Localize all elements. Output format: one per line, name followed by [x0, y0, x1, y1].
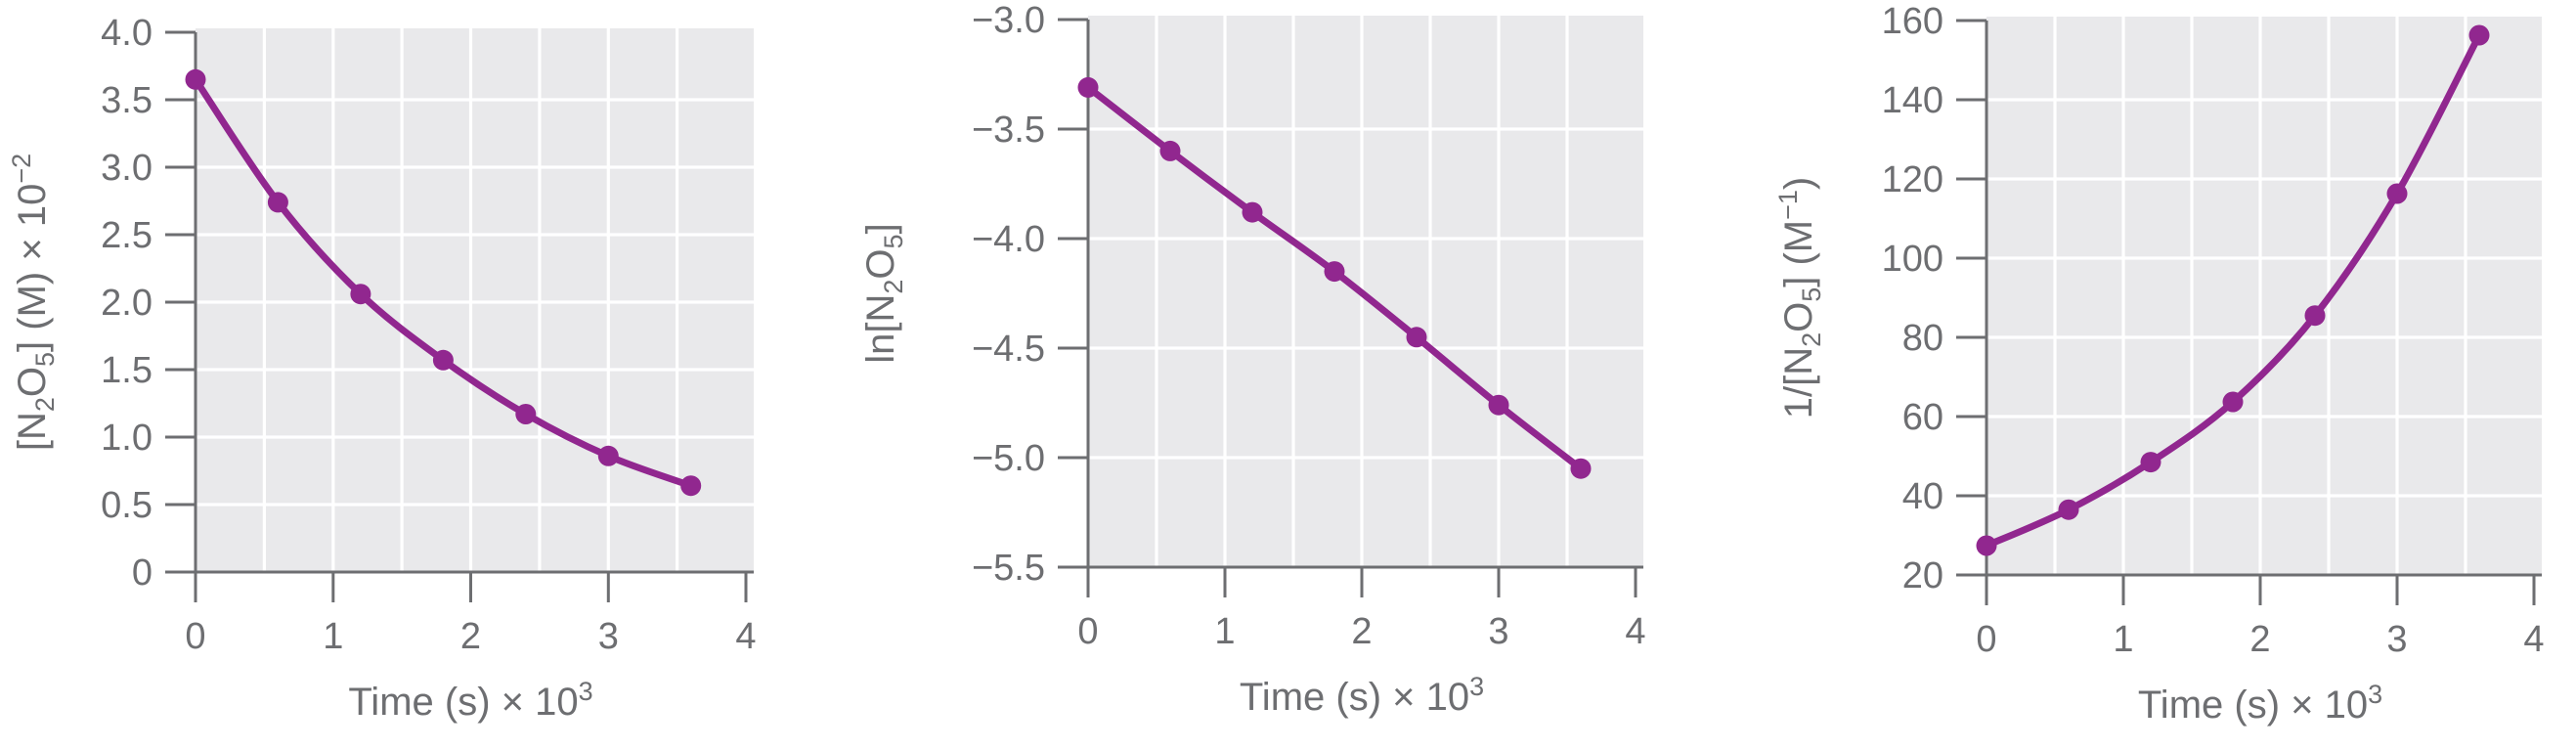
y-tick-label: 3.0 — [101, 148, 153, 189]
y-tick-label: −5.5 — [972, 548, 1045, 589]
x-axis-title: Time (s) × 103 — [348, 677, 592, 724]
x-tick-label: 1 — [323, 616, 343, 657]
y-tick-label: 40 — [1902, 476, 1943, 517]
y-axis-title: 1/[N2O5] (M−1) — [1773, 177, 1826, 419]
plot-area — [1088, 16, 1643, 567]
x-axis-title: Time (s) × 103 — [1240, 672, 1484, 719]
data-point — [1077, 76, 1099, 98]
chart-reciprocal-concentration-vs-time: 160 140 120 100 80 60 40 20 0 1 2 3 4 Time (s) × 103 1… — [1718, 0, 2576, 750]
plot-area — [196, 28, 754, 572]
data-point — [2058, 499, 2079, 520]
y-axis-title: [N2O5] (M) × 10−2 — [7, 154, 60, 451]
x-tick-label: 4 — [735, 616, 756, 657]
data-point — [680, 475, 702, 497]
x-tick-label: 2 — [2249, 619, 2270, 660]
data-point — [2140, 452, 2161, 473]
data-point — [350, 284, 371, 305]
y-tick-label: −3.0 — [972, 0, 1045, 41]
data-point — [1242, 201, 1263, 223]
x-tick-label: 2 — [1351, 611, 1372, 652]
y-tick-label: 160 — [1882, 1, 1943, 42]
y-tick-label: 3.5 — [101, 80, 153, 121]
data-point — [597, 445, 619, 466]
y-tick-label: −5.0 — [972, 438, 1045, 479]
y-tick-label: 1.0 — [101, 418, 153, 459]
data-point — [1324, 261, 1345, 283]
data-point — [2222, 391, 2244, 413]
data-point — [1488, 394, 1509, 416]
x-tick-label: 1 — [2113, 619, 2133, 660]
data-point — [1406, 327, 1427, 348]
x-tick-label: 0 — [1077, 611, 1098, 652]
y-tick-label: −4.0 — [972, 219, 1045, 260]
y-axis-title: ln[N2O5] — [859, 223, 908, 363]
y-tick-label: 20 — [1902, 555, 1943, 596]
data-point — [432, 349, 454, 371]
y-tick-label: 80 — [1902, 318, 1943, 359]
y-tick-label: 60 — [1902, 397, 1943, 438]
data-point — [1570, 458, 1592, 479]
x-axis-title: Time (s) × 103 — [2138, 680, 2382, 727]
y-tick-label: 100 — [1882, 239, 1943, 280]
y-tick-label: −3.5 — [972, 110, 1045, 151]
y-tick-label: 0 — [132, 552, 153, 594]
y-tick-label: 2.5 — [101, 215, 153, 256]
chart-concentration-vs-time: 4.0 3.5 3.0 2.5 2.0 1.5 1.0 0.5 0 0 1 2 3 4 Time (s) ×… — [0, 0, 858, 750]
data-point — [1976, 535, 1997, 556]
y-tick-label: 4.0 — [101, 13, 153, 54]
data-point — [1159, 140, 1181, 161]
data-point — [2386, 183, 2408, 204]
chart-ln-svg: −3.0 −3.5 −4.0 −4.5 −5.0 −5.5 0 1 2 3 4 Time (s) × … — [859, 0, 1646, 719]
data-point — [185, 68, 206, 90]
data-point — [2304, 305, 2326, 327]
y-tick-label: 1.5 — [101, 350, 153, 391]
chart-reciprocal-svg: 160 140 120 100 80 60 40 20 0 1 2 3 4 Time (s) × 103 1… — [1773, 1, 2545, 727]
x-tick-label: 0 — [1976, 619, 1996, 660]
y-tick-label: 140 — [1882, 80, 1943, 121]
x-tick-label: 4 — [1625, 611, 1645, 652]
x-tick-label: 3 — [1488, 611, 1508, 652]
y-tick-label: 120 — [1882, 159, 1943, 200]
x-tick-label: 1 — [1214, 611, 1235, 652]
x-tick-label: 4 — [2523, 619, 2544, 660]
data-point — [515, 404, 537, 424]
x-tick-label: 0 — [185, 616, 205, 657]
y-tick-label: −4.5 — [972, 329, 1045, 370]
x-tick-label: 3 — [598, 616, 619, 657]
data-point — [2468, 24, 2490, 46]
x-tick-label: 3 — [2386, 619, 2407, 660]
y-tick-label: 2.0 — [101, 283, 153, 324]
chart-concentration-svg: 4.0 3.5 3.0 2.5 2.0 1.5 1.0 0.5 00 1 2 3 4 Time (s) ×… — [7, 13, 757, 724]
chart-ln-concentration-vs-time: −3.0 −3.5 −4.0 −4.5 −5.0 −5.5 0 1 2 3 4 Time (s) × … — [858, 0, 1718, 750]
plot-area — [1987, 17, 2542, 575]
y-tick-label: 0.5 — [101, 485, 153, 526]
x-tick-label: 2 — [460, 616, 481, 657]
data-point — [267, 192, 288, 213]
